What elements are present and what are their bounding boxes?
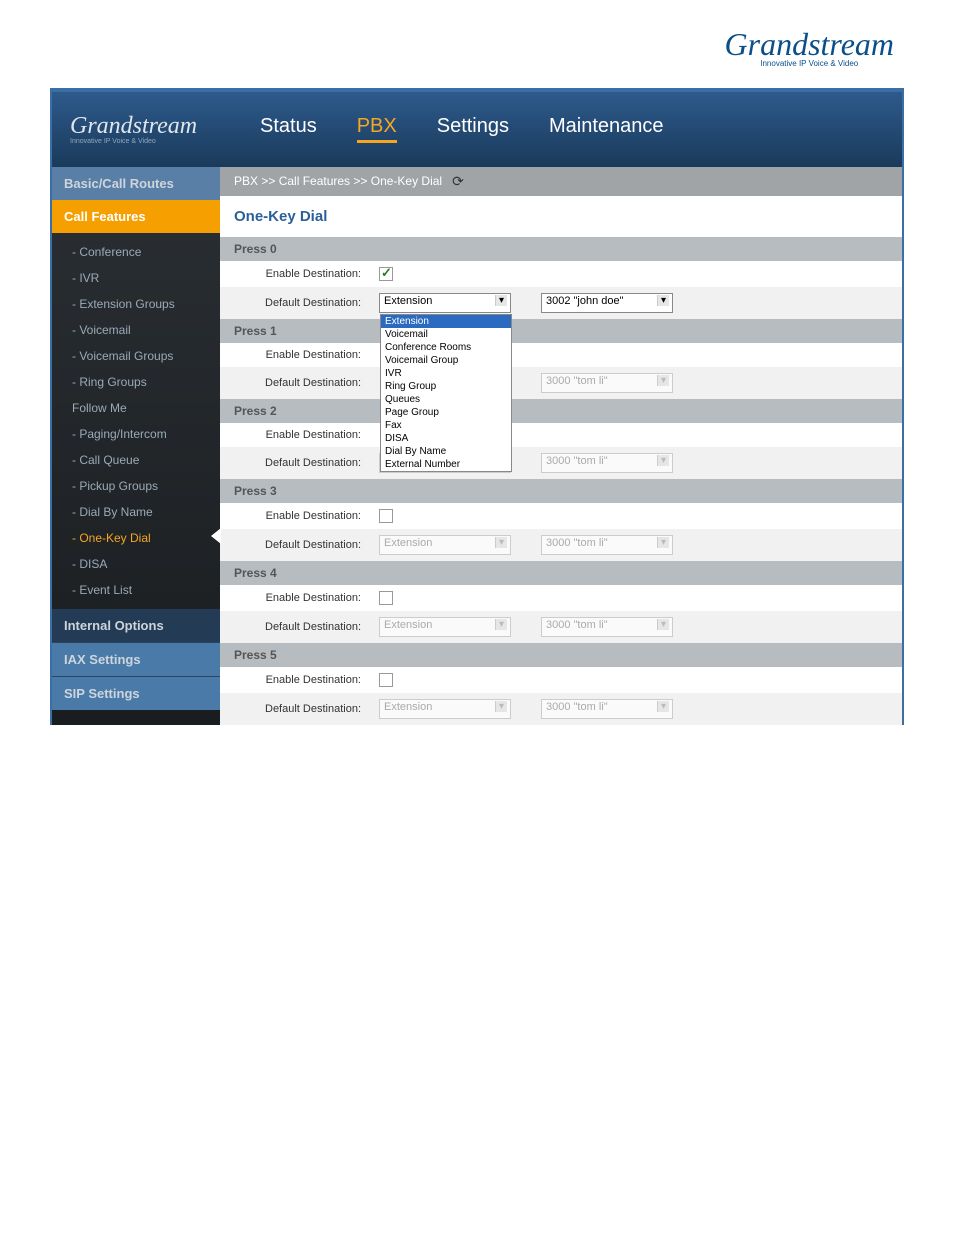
top-nav: Status PBX Settings Maintenance xyxy=(220,115,664,143)
destination-value-select: 3000 "tom li" xyxy=(541,535,673,555)
enable-destination-label: Enable Destination: xyxy=(234,349,379,361)
enable-destination-label: Enable Destination: xyxy=(234,510,379,522)
sidebar-item[interactable]: - Paging/Intercom xyxy=(52,421,220,447)
destination-type-select: Extension xyxy=(379,617,511,637)
press-header: Press 3 xyxy=(220,479,902,503)
sidebar-item[interactable]: - Extension Groups xyxy=(52,291,220,317)
dropdown-option[interactable]: Voicemail Group xyxy=(381,354,511,367)
sidebar-basic-routes[interactable]: Basic/Call Routes xyxy=(52,167,220,200)
sidebar-item[interactable]: Follow Me xyxy=(52,395,220,421)
destination-type-dropdown[interactable]: ExtensionVoicemailConference RoomsVoicem… xyxy=(380,314,512,472)
dropdown-option[interactable]: Voicemail xyxy=(381,328,511,341)
sidebar-item[interactable]: - Ring Groups xyxy=(52,369,220,395)
dropdown-option[interactable]: Ring Group xyxy=(381,380,511,393)
sidebar-item[interactable]: - Call Queue xyxy=(52,447,220,473)
destination-value-select: 3000 "tom li" xyxy=(541,453,673,473)
nav-status[interactable]: Status xyxy=(260,115,317,143)
sidebar-call-features[interactable]: Call Features xyxy=(52,200,220,233)
press-header: Press 1 xyxy=(220,319,902,343)
nav-maintenance[interactable]: Maintenance xyxy=(549,115,664,143)
enable-destination-row: Enable Destination: xyxy=(220,423,902,447)
main-panel: PBX >> Call Features >> One-Key Dial ⟳ O… xyxy=(220,167,902,725)
enable-destination-row: Enable Destination: xyxy=(220,343,902,367)
enable-destination-checkbox[interactable] xyxy=(379,509,393,523)
dropdown-option[interactable]: External Number xyxy=(381,458,511,471)
sidebar-item[interactable]: - Conference xyxy=(52,239,220,265)
enable-destination-label: Enable Destination: xyxy=(234,592,379,604)
refresh-icon[interactable]: ⟳ xyxy=(452,173,464,190)
destination-value-select[interactable]: 3002 "john doe" xyxy=(541,293,673,313)
destination-type-select: Extension xyxy=(379,535,511,555)
press-header: Press 2 xyxy=(220,399,902,423)
enable-destination-label: Enable Destination: xyxy=(234,268,379,280)
dropdown-option[interactable]: Page Group xyxy=(381,406,511,419)
header-logo: Grandstream Innovative IP Voice & Video xyxy=(52,113,220,145)
sidebar-item[interactable]: - Voicemail xyxy=(52,317,220,343)
dropdown-option[interactable]: DISA xyxy=(381,432,511,445)
destination-value-select: 3000 "tom li" xyxy=(541,617,673,637)
default-destination-label: Default Destination: xyxy=(234,621,379,633)
page-title: One-Key Dial xyxy=(220,196,902,237)
enable-destination-checkbox[interactable] xyxy=(379,591,393,605)
enable-destination-row: Enable Destination: xyxy=(220,503,902,529)
default-destination-row: Default Destination:Extension 3000 "tom l… xyxy=(220,529,902,561)
brand-logo-text: Grandstream xyxy=(725,30,894,59)
dropdown-option[interactable]: Conference Rooms xyxy=(381,341,511,354)
sidebar-iax-settings[interactable]: IAX Settings xyxy=(52,642,220,676)
dropdown-option[interactable]: Extension xyxy=(381,315,511,328)
default-destination-row: Default Destination:Extension 3000 "tom l… xyxy=(220,693,902,725)
default-destination-label: Default Destination: xyxy=(234,703,379,715)
default-destination-row: Default Destination:Extension3000 "tom l… xyxy=(220,447,902,479)
sidebar-internal-options[interactable]: Internal Options xyxy=(52,609,220,642)
sidebar: Basic/Call Routes Call Features - Confer… xyxy=(52,167,220,725)
enable-destination-checkbox[interactable] xyxy=(379,267,393,281)
enable-destination-row: Enable Destination: xyxy=(220,667,902,693)
default-destination-row: Default Destination:Extension 3000 "tom l… xyxy=(220,611,902,643)
press-header: Press 5 xyxy=(220,643,902,667)
enable-destination-row: Enable Destination: xyxy=(220,261,902,287)
sidebar-sip-settings[interactable]: SIP Settings xyxy=(52,676,220,710)
sidebar-item[interactable]: - One-Key Dial xyxy=(52,525,220,551)
default-destination-label: Default Destination: xyxy=(234,457,379,469)
breadcrumb-bar: PBX >> Call Features >> One-Key Dial ⟳ xyxy=(220,167,902,196)
sidebar-call-features-list: - Conference- IVR- Extension Groups- Voi… xyxy=(52,233,220,609)
header-logo-text: Grandstream xyxy=(70,113,220,140)
nav-pbx[interactable]: PBX xyxy=(357,115,397,143)
nav-settings[interactable]: Settings xyxy=(437,115,509,143)
sidebar-item[interactable]: - Event List xyxy=(52,577,220,603)
enable-destination-label: Enable Destination: xyxy=(234,429,379,441)
dropdown-option[interactable]: IVR xyxy=(381,367,511,380)
enable-destination-row: Enable Destination: xyxy=(220,585,902,611)
destination-value-select: 3000 "tom li" xyxy=(541,699,673,719)
default-destination-label: Default Destination: xyxy=(234,377,379,389)
press-header: Press 0 xyxy=(220,237,902,261)
default-destination-row: Default Destination:ExtensionExtensionVo… xyxy=(220,287,902,319)
dropdown-option[interactable]: Fax xyxy=(381,419,511,432)
sidebar-item[interactable]: - Pickup Groups xyxy=(52,473,220,499)
sidebar-item[interactable]: - Voicemail Groups xyxy=(52,343,220,369)
dropdown-option[interactable]: Dial By Name xyxy=(381,445,511,458)
press-header: Press 4 xyxy=(220,561,902,585)
default-destination-label: Default Destination: xyxy=(234,539,379,551)
sidebar-item[interactable]: - IVR xyxy=(52,265,220,291)
destination-type-select: Extension xyxy=(379,699,511,719)
destination-value-select: 3000 "tom li" xyxy=(541,373,673,393)
app-header: Grandstream Innovative IP Voice & Video … xyxy=(52,92,902,167)
header-logo-tagline: Innovative IP Voice & Video xyxy=(70,138,220,145)
destination-type-select[interactable]: ExtensionExtensionVoicemailConference Ro… xyxy=(379,293,511,313)
breadcrumb-text: PBX >> Call Features >> One-Key Dial xyxy=(234,174,442,188)
sidebar-item[interactable]: - Dial By Name xyxy=(52,499,220,525)
enable-destination-checkbox[interactable] xyxy=(379,673,393,687)
page-header-logo: Grandstream Innovative IP Voice & Video xyxy=(0,0,954,78)
app-frame: Grandstream Innovative IP Voice & Video … xyxy=(50,88,904,725)
sidebar-item[interactable]: - DISA xyxy=(52,551,220,577)
default-destination-label: Default Destination: xyxy=(234,297,379,309)
enable-destination-label: Enable Destination: xyxy=(234,674,379,686)
default-destination-row: Default Destination: 3000 "tom li" xyxy=(220,367,902,399)
dropdown-option[interactable]: Queues xyxy=(381,393,511,406)
